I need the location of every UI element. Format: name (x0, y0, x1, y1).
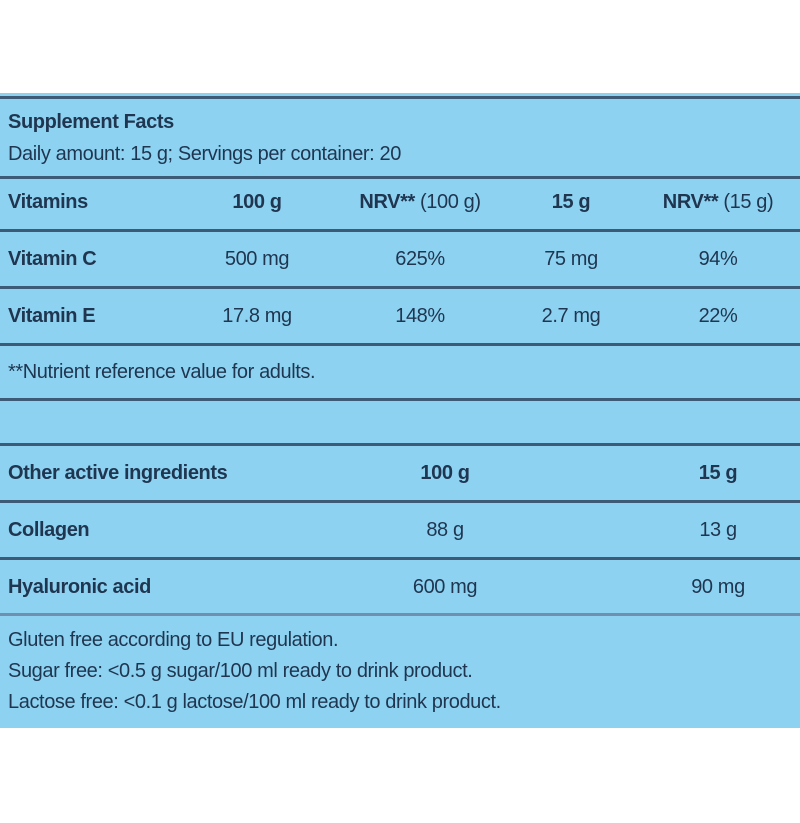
column-header: 15 g (551, 191, 591, 213)
footnote: **Nutrient reference value for adults. (8, 361, 316, 383)
column-header: 100 g (232, 191, 282, 213)
divider (0, 96, 800, 99)
column-header: NRV** (100 g) (359, 190, 481, 214)
cell: 88 g (426, 519, 464, 541)
divider (0, 613, 800, 616)
cell: 22% (698, 305, 738, 327)
title: Supplement Facts (8, 111, 174, 133)
facts-panel (0, 93, 800, 728)
column-header: 100 g (420, 462, 470, 484)
header-bold: NRV** (662, 191, 719, 213)
row-label: Vitamin C (8, 248, 97, 270)
divider (0, 398, 800, 401)
cell: 75 mg (544, 248, 598, 270)
note: Lactose free: <0.1 g lactose/100 ml read… (8, 691, 501, 713)
divider (0, 557, 800, 560)
subtitle: Daily amount: 15 g; Servings per contain… (8, 143, 401, 165)
note: Sugar free: <0.5 g sugar/100 ml ready to… (8, 660, 473, 682)
cell: 94% (698, 248, 738, 270)
row-label: Hyaluronic acid (8, 576, 151, 598)
cell: 148% (395, 305, 445, 327)
column-header: 15 g (698, 462, 738, 484)
cell: 600 mg (412, 576, 478, 598)
cell: 13 g (699, 519, 737, 541)
header-bold: NRV** (359, 191, 415, 213)
cell: 500 mg (224, 248, 290, 270)
header-unit: (100 g) (414, 191, 481, 213)
note: Gluten free according to EU regulation. (8, 629, 339, 651)
row-label: Vitamin E (8, 305, 96, 327)
row-label: Collagen (8, 519, 90, 541)
divider (0, 343, 800, 346)
column-header: Other active ingredients (8, 462, 228, 484)
header-unit: (15 g) (718, 191, 774, 213)
divider (0, 229, 800, 232)
divider (0, 500, 800, 503)
column-header: Vitamins (8, 191, 88, 213)
cell: 625% (395, 248, 445, 270)
column-header: NRV** (15 g) (662, 190, 774, 214)
divider (0, 443, 800, 446)
divider (0, 176, 800, 179)
cell: 90 mg (691, 576, 745, 598)
cell: 2.7 mg (541, 305, 601, 327)
divider (0, 286, 800, 289)
cell: 17.8 mg (222, 305, 292, 327)
